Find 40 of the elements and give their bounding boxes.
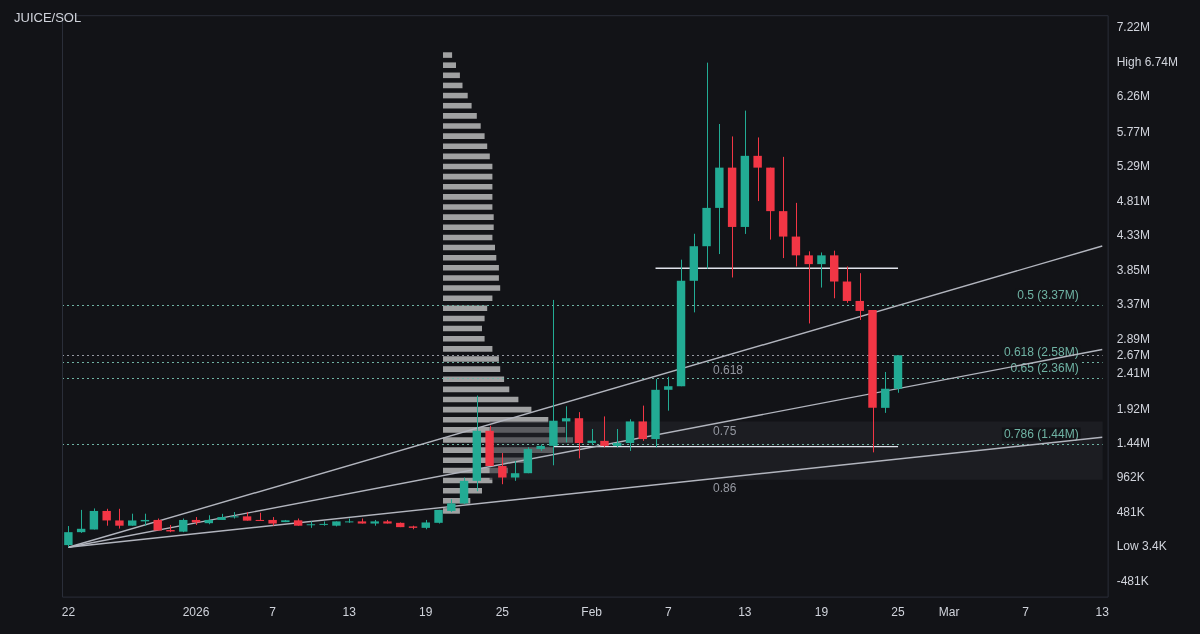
annotation: 0.86 <box>712 480 737 495</box>
y-tick-label: 5.77M <box>1116 124 1150 139</box>
ref-line-label: 0.65 (2.36M) <box>1010 360 1079 375</box>
x-tick-label: 25 <box>891 605 906 620</box>
x-tick-label: 13 <box>1095 605 1110 620</box>
ref-line-label: 0.786 (1.44M) <box>1003 426 1079 441</box>
y-tick-label: 2.41M <box>1116 366 1150 381</box>
y-tick-label: 2.67M <box>1116 347 1150 362</box>
x-tick-label: 7 <box>664 605 672 620</box>
y-tick-label: 6.26M <box>1116 89 1150 104</box>
y-tick-label: 1.92M <box>1116 401 1150 416</box>
x-tick-label: 19 <box>814 605 829 620</box>
y-tick-label: High 6.74M <box>1116 54 1179 69</box>
annotation: 0.618 <box>712 363 744 378</box>
x-tick-label: Feb <box>581 605 603 620</box>
x-tick-label: 2026 <box>182 605 210 620</box>
ref-line-label: 0.5 (3.37M) <box>1017 287 1079 302</box>
y-tick-label: 7.22M <box>1116 20 1150 35</box>
chart-title: JUICE/SOL <box>14 10 82 25</box>
y-tick-label: 3.37M <box>1116 297 1150 312</box>
x-tick-label: 13 <box>738 605 752 620</box>
y-tick-label: 481K <box>1116 505 1145 519</box>
y-tick-label: -481K <box>1116 574 1149 589</box>
x-tick-label: Mar <box>938 605 960 620</box>
y-tick-label: 1.44M <box>1116 436 1150 451</box>
band-label: 0.75 <box>712 423 737 438</box>
x-tick-label: 13 <box>342 605 357 620</box>
y-tick-label: 5.29M <box>1116 159 1150 174</box>
x-tick-label: 7 <box>269 605 277 620</box>
x-tick-label: 19 <box>419 605 433 620</box>
y-tick-label: 962K <box>1116 470 1145 485</box>
y-tick-label: 4.81M <box>1116 193 1150 208</box>
y-tick-label: 3.85M <box>1116 262 1150 277</box>
x-tick-label: 25 <box>495 605 510 620</box>
x-tick-label: 22 <box>61 605 76 620</box>
y-tick-label: Low 3.4K <box>1116 539 1167 554</box>
x-tick-label: 7 <box>1022 605 1030 620</box>
y-tick-label: 2.89M <box>1116 331 1150 346</box>
ref-line-label: 0.618 (2.58M) <box>1003 344 1079 359</box>
y-tick-label: 4.33M <box>1116 228 1150 243</box>
